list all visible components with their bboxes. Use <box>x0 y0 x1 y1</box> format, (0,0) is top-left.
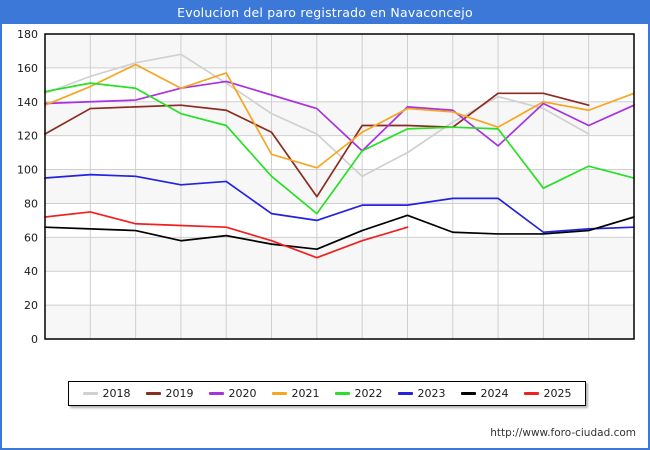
chart-legend: 2018 2019 2020 2021 2022 2023 2024 2025 <box>68 381 586 406</box>
legend-swatch-icon <box>208 392 224 395</box>
y-axis-tick-label: 140 <box>17 96 38 109</box>
legend-item-2020[interactable]: 2020 <box>208 387 257 400</box>
legend-item-2018[interactable]: 2018 <box>82 387 131 400</box>
y-axis-tick-label: 40 <box>24 265 38 278</box>
plot-band <box>45 305 634 339</box>
legend-item-2019[interactable]: 2019 <box>145 387 194 400</box>
legend-swatch-icon <box>523 392 539 395</box>
legend-item-label: 2024 <box>480 387 509 400</box>
legend-item-2023[interactable]: 2023 <box>397 387 446 400</box>
legend-item-label: 2020 <box>228 387 257 400</box>
series-line-2025 <box>44 211 409 259</box>
y-axis-tick-label: 180 <box>17 28 38 41</box>
legend-item-label: 2022 <box>354 387 383 400</box>
y-axis-tick-label: 80 <box>24 197 38 210</box>
y-axis-tick-label: 160 <box>17 62 38 75</box>
line-chart: 020406080100120140160180ENEFEBMARABRMAYJ… <box>17 28 635 344</box>
plot-band <box>45 237 634 272</box>
legend-item-label: 2021 <box>291 387 320 400</box>
legend-item-label: 2018 <box>102 387 131 400</box>
series-line-2020 <box>44 80 635 152</box>
legend-item-label: 2023 <box>417 387 446 400</box>
legend-item-2025[interactable]: 2025 <box>523 387 572 400</box>
y-axis-tick-label: 100 <box>17 164 38 177</box>
y-axis-tick-label: 120 <box>17 130 38 143</box>
legend-swatch-icon <box>145 392 161 395</box>
legend-swatch-icon <box>271 392 287 395</box>
legend-swatch-icon <box>334 392 350 395</box>
y-axis-tick-label: 0 <box>31 333 38 344</box>
series-line-2022 <box>44 82 635 215</box>
legend-item-label: 2025 <box>543 387 572 400</box>
legend-item-2021[interactable]: 2021 <box>271 387 320 400</box>
series-line-2018 <box>44 53 590 178</box>
y-axis-tick-label: 60 <box>24 231 38 244</box>
series-line-2024 <box>44 214 635 251</box>
legend-item-2022[interactable]: 2022 <box>334 387 383 400</box>
legend-swatch-icon <box>460 392 476 395</box>
series-line-2021 <box>44 63 635 169</box>
legend-swatch-icon <box>397 392 413 395</box>
source-url: http://www.foro-ciudad.com <box>490 427 636 439</box>
plot-area-border <box>44 33 635 340</box>
series-line-2023 <box>44 173 635 234</box>
legend-item-label: 2019 <box>165 387 194 400</box>
legend-swatch-icon <box>82 392 98 395</box>
plot-band <box>45 169 634 204</box>
series-line-2019 <box>44 92 590 198</box>
y-axis-tick-label: 20 <box>24 299 38 312</box>
legend-item-2024[interactable]: 2024 <box>460 387 509 400</box>
page-title: Evolucion del paro registrado en Navacon… <box>2 2 648 24</box>
